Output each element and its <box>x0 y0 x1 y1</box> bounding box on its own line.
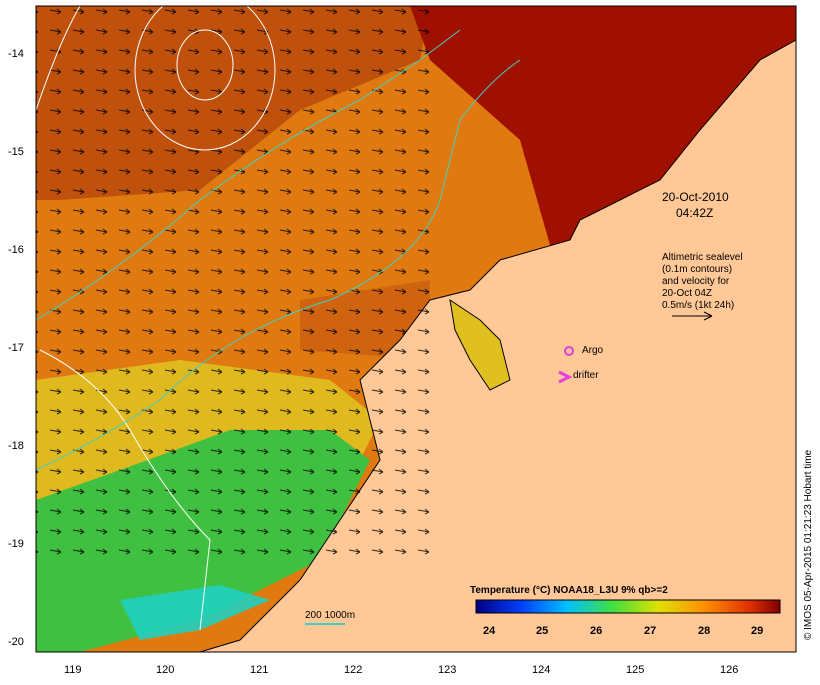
time-label: 04:42Z <box>676 206 714 220</box>
legend-line: and velocity for <box>662 276 730 287</box>
x-tick-label: 120 <box>156 664 175 676</box>
credit-text: © IMOS 05-Apr-2015 01:21:23 Hobart time <box>803 449 814 640</box>
velocity-arrows <box>36 6 436 566</box>
legend-line: Altimetric sealevel <box>662 252 743 263</box>
argo-marker <box>564 346 574 356</box>
legend-line: 20-Oct 04Z <box>662 288 713 299</box>
y-tick-label: -19 <box>8 538 24 550</box>
y-tick-label: -14 <box>8 48 24 60</box>
drifter-marker <box>558 370 573 384</box>
x-tick-label: 123 <box>438 664 457 676</box>
x-tick-label: 124 <box>532 664 551 676</box>
colorbar-title: Temperature (°C) NOAA18_L3U 9% qb>=2 <box>470 585 668 596</box>
colorbar-tick: 26 <box>590 625 603 637</box>
x-tick-label: 125 <box>626 664 645 676</box>
colorbar-tick: 27 <box>644 625 657 637</box>
legend-line: (0.1m contours) <box>662 264 733 275</box>
y-tick-label: -18 <box>8 440 24 452</box>
legend-line: 0.5m/s (1kt 24h) <box>662 300 735 311</box>
x-tick-label: 121 <box>250 664 269 676</box>
colorbar-tick: 25 <box>536 625 549 637</box>
bathy-200m-line <box>35 59 521 471</box>
bathy-1000m-line <box>35 29 461 321</box>
y-tick-label: -16 <box>8 244 24 256</box>
drifter-label: drifter <box>573 370 599 381</box>
depth-legend-label: 200 1000m <box>305 610 356 621</box>
colorbar-tick: 29 <box>751 625 764 637</box>
colorbar <box>475 599 781 614</box>
y-tick-label: -15 <box>8 146 24 158</box>
sealevel-contour <box>39 349 211 631</box>
x-tick-label: 126 <box>720 664 739 676</box>
eddy-contour <box>134 0 276 151</box>
colorbar-tick: 24 <box>483 625 496 637</box>
velocity-scale-arrow <box>672 311 713 321</box>
eddy-contour <box>176 29 234 101</box>
king-sound <box>449 298 511 391</box>
colorbar-tick: 28 <box>698 625 711 637</box>
y-tick-label: -17 <box>8 342 24 354</box>
map-border <box>35 5 797 653</box>
date-label: 20-Oct-2010 <box>662 190 729 204</box>
y-tick-label: -20 <box>8 636 24 648</box>
x-tick-label: 119 <box>64 664 82 676</box>
argo-label: Argo <box>582 345 604 356</box>
x-tick-label: 122 <box>344 664 363 676</box>
